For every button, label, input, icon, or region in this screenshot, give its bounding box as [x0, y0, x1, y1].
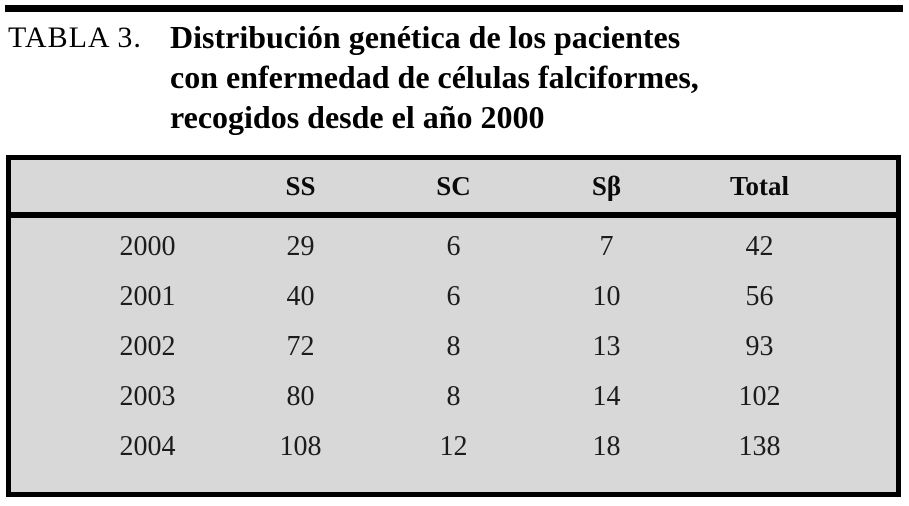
row-year: 2004 [119, 431, 176, 462]
header-cell-ss: SS [285, 170, 316, 201]
cell-ss: 80 [286, 381, 315, 412]
table-row: 2004 108 12 18 138 [71, 422, 836, 472]
table-row: 2000 29 6 7 42 [71, 222, 836, 272]
cell-sb: 13 [592, 331, 621, 362]
header-row: SS SC Sβ Total [71, 160, 836, 212]
header-cell-year [71, 160, 224, 212]
cell-sb: 18 [592, 431, 621, 462]
row-year: 2002 [119, 331, 176, 362]
row-year: 2003 [119, 381, 176, 412]
table-caption: TABLA 3. Distribución genética de los pa… [8, 17, 898, 137]
cell-sb: 10 [592, 281, 621, 312]
header-cell-sb: Sβ [591, 170, 622, 201]
cell-ss: 40 [286, 281, 315, 312]
table-row: 2002 72 8 13 93 [71, 322, 836, 372]
cell-total: 102 [738, 381, 781, 412]
header-cell-total: Total [729, 170, 790, 201]
table-header: SS SC Sβ Total [71, 160, 836, 212]
table-row: 2001 40 6 10 56 [71, 272, 836, 322]
cell-sc: 12 [439, 431, 468, 462]
table-title: Distribución genética de los pacientes c… [170, 17, 699, 137]
cell-sc: 8 [446, 331, 461, 362]
table-body: 2000 29 6 7 42 2001 40 6 10 56 2002 72 8… [71, 222, 836, 472]
cell-sc: 6 [446, 231, 461, 262]
header-cell-sc: SC [436, 170, 471, 201]
table-title-line-2: con enfermedad de células falciformes, [170, 59, 699, 95]
row-year: 2000 [119, 231, 176, 262]
table-number-label: TABLA 3. [8, 21, 142, 54]
data-table: SS SC Sβ Total 2000 29 6 7 42 2001 40 6 … [6, 155, 901, 497]
table-title-line-3: recogidos desde el año 2000 [170, 99, 545, 135]
cell-sb: 14 [592, 381, 621, 412]
cell-ss: 108 [279, 431, 322, 462]
cell-ss: 72 [286, 331, 315, 362]
cell-sc: 8 [446, 381, 461, 412]
row-year: 2001 [119, 281, 176, 312]
top-rule-divider [5, 5, 903, 12]
header-body-divider [11, 212, 896, 218]
cell-sc: 6 [446, 281, 461, 312]
cell-total: 93 [745, 331, 774, 362]
cell-total: 42 [745, 231, 774, 262]
cell-sb: 7 [599, 231, 614, 262]
cell-total: 56 [745, 281, 774, 312]
cell-total: 138 [738, 431, 781, 462]
cell-ss: 29 [286, 231, 315, 262]
table-row: 2003 80 8 14 102 [71, 372, 836, 422]
table-title-line-1: Distribución genética de los pacientes [170, 19, 681, 55]
